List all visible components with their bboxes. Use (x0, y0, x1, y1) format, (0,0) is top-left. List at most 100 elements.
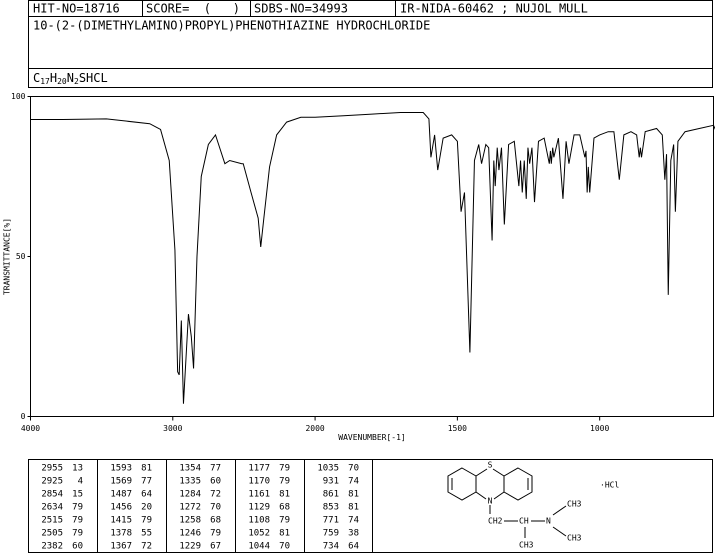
atom-label: CH (519, 517, 529, 526)
peak-wavenumber: 1108 (248, 516, 270, 526)
peak-transmittance: 38 (348, 529, 359, 539)
peak-transmittance: 79 (72, 529, 83, 539)
peak-wavenumber: 771 (323, 516, 339, 526)
peak-transmittance: 70 (210, 503, 221, 513)
formula-part: N (67, 71, 74, 85)
peak-wavenumber: 931 (323, 477, 339, 487)
formula: C17H20N2SHCL (33, 71, 108, 86)
peak-wavenumber: 1367 (110, 542, 132, 552)
peak-transmittance: 77 (141, 477, 152, 487)
peak-transmittance: 4 (78, 477, 83, 487)
peak-transmittance: 67 (210, 542, 221, 552)
formula-part: C (33, 71, 40, 85)
peak-transmittance: 72 (210, 490, 221, 500)
peak-wavenumber: 2925 (41, 477, 63, 487)
peak-wavenumber: 853 (323, 503, 339, 513)
peak-wavenumber: 1170 (248, 477, 270, 487)
peak-wavenumber: 759 (323, 529, 339, 539)
x-tick-label: 1000 (590, 424, 609, 433)
x-tick-label: 4000 (21, 424, 40, 433)
peak-transmittance: 79 (72, 503, 83, 513)
formula-subscript: 2 (74, 77, 79, 86)
x-tick-label: 3000 (163, 424, 182, 433)
peak-transmittance: 81 (141, 464, 152, 474)
bond (493, 491, 505, 500)
peak-transmittance: 79 (279, 477, 290, 487)
peak-table: 2955 13 2925 4 2854 15 2634 79 2515 79 2505 79 2382 6… (41, 459, 359, 553)
x-tick-label: 2000 (305, 424, 324, 433)
peak-wavenumber: 1354 (179, 464, 201, 474)
peak-wavenumber: 1229 (179, 542, 201, 552)
peak-transmittance: 81 (279, 529, 290, 539)
formula-part: H (50, 71, 57, 85)
peak-transmittance: 15 (72, 490, 83, 500)
peak-wavenumber: 2505 (41, 529, 63, 539)
spectrum-line (30, 112, 715, 404)
peak-wavenumber: 2634 (41, 503, 63, 513)
sdbs-no: SDBS-NO=34993 (254, 2, 348, 16)
peak-transmittance: 20 (141, 503, 152, 513)
peak-wavenumber: 2515 (41, 516, 63, 526)
formula-box (28, 68, 713, 88)
atom-label: N (546, 517, 551, 526)
y-tick-label: 0 (21, 412, 26, 421)
bond (492, 468, 505, 477)
peak-wavenumber: 1415 (110, 516, 132, 526)
peak-transmittance: 68 (210, 516, 221, 526)
atom-label: CH3 (567, 534, 582, 543)
peak-wavenumber: 1044 (248, 542, 270, 552)
peak-wavenumber: 1129 (248, 503, 270, 513)
bond (552, 505, 567, 516)
peak-wavenumber: 1569 (110, 477, 132, 487)
peak-transmittance: 79 (141, 516, 152, 526)
peak-wavenumber: 1487 (110, 490, 132, 500)
peak-transmittance: 74 (348, 516, 359, 526)
peak-transmittance: 79 (72, 516, 83, 526)
atom-label: CH2 (488, 517, 503, 526)
peak-wavenumber: 1177 (248, 464, 270, 474)
peak-wavenumber: 1035 (317, 464, 339, 474)
header-row (28, 0, 713, 17)
bond (552, 526, 567, 537)
x-tick-label: 1500 (448, 424, 467, 433)
peak-transmittance: 81 (348, 503, 359, 513)
peak-transmittance: 13 (72, 464, 83, 474)
peak-transmittance: 72 (141, 542, 152, 552)
peak-transmittance: 60 (210, 477, 221, 487)
peak-wavenumber: 1246 (179, 529, 201, 539)
peak-transmittance: 81 (348, 490, 359, 500)
y-tick-label: 100 (11, 92, 26, 101)
atom-label: S (488, 461, 493, 470)
atom-label: CH3 (519, 541, 534, 550)
peak-wavenumber: 1272 (179, 503, 201, 513)
atom-label: N (488, 497, 493, 506)
peak-wavenumber: 2854 (41, 490, 63, 500)
peak-wavenumber: 734 (323, 542, 339, 552)
y-tick-label: 50 (16, 252, 26, 261)
peak-transmittance: 79 (279, 516, 290, 526)
source: IR-NIDA-60462 ; NUJOL MULL (400, 2, 588, 16)
formula-subscript: 17 (40, 77, 50, 86)
formula-part: SHCL (79, 71, 108, 85)
plot-frame (30, 96, 714, 417)
peak-transmittance: 70 (348, 464, 359, 474)
y-axis-label: TRANSMITTANCE[%] (3, 218, 12, 295)
peak-wavenumber: 1161 (248, 490, 270, 500)
bond (475, 491, 487, 500)
compound-name: 10-(2-(DIMETHYLAMINO)PROPYL)PHENOTHIAZIN… (33, 19, 430, 33)
peak-wavenumber: 1284 (179, 490, 201, 500)
bond (475, 468, 488, 477)
peak-transmittance: 68 (279, 503, 290, 513)
peak-wavenumber: 2382 (41, 542, 63, 552)
salt-label: ·HCl (600, 481, 619, 490)
peak-wavenumber: 1258 (179, 516, 201, 526)
peak-wavenumber: 1052 (248, 529, 270, 539)
plot: 40003000200015001000500050100WAVENUMBER[… (3, 92, 715, 442)
peak-wavenumber: 2955 (41, 464, 63, 474)
peak-wavenumber: 1378 (110, 529, 132, 539)
peak-transmittance: 77 (210, 464, 221, 474)
peak-transmittance: 64 (348, 542, 359, 552)
peak-transmittance: 60 (72, 542, 83, 552)
peak-wavenumber: 861 (323, 490, 339, 500)
